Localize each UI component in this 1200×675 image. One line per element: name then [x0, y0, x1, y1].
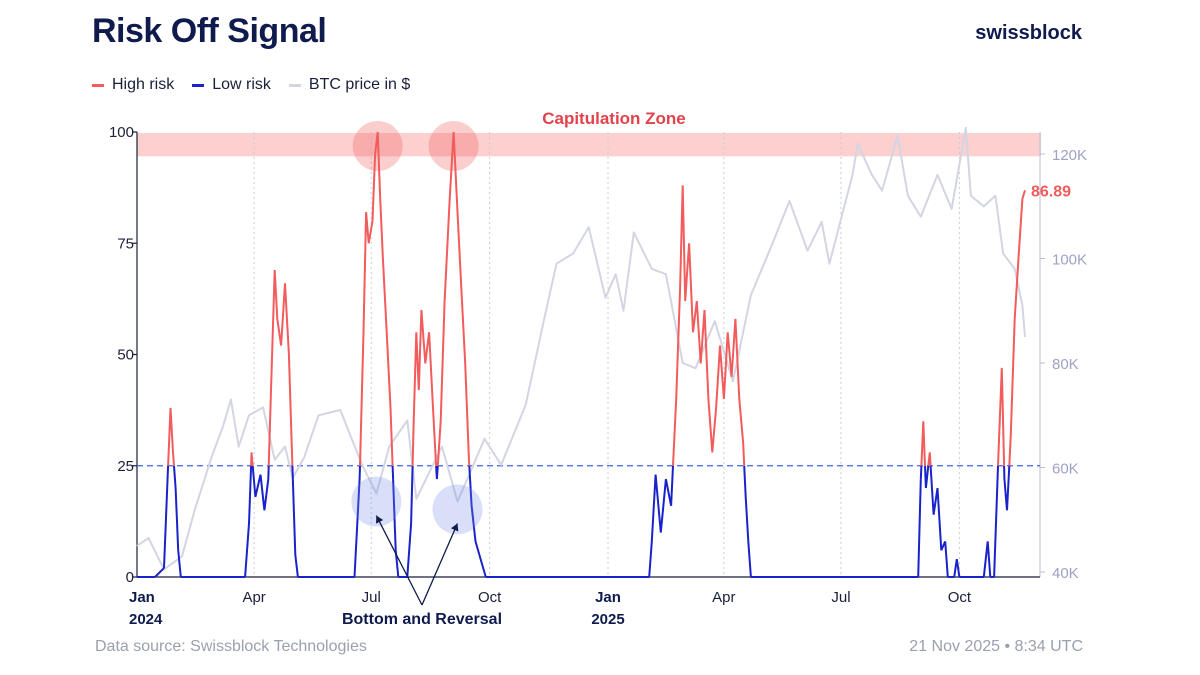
legend-swatch-high-risk [92, 83, 104, 87]
left-tick-label: 50 [117, 347, 134, 364]
x-tick-label: Jul [831, 589, 850, 606]
bottom-and-reversal-label: Bottom and Reversal [342, 611, 502, 628]
high-risk-line [167, 131, 1026, 466]
last-value-label: 86.89 [1031, 183, 1071, 200]
peak-highlight-circle [352, 121, 403, 171]
chart-title: Risk Off Signal [92, 12, 327, 50]
x-tick-label: Jan [129, 589, 155, 606]
right-tick-label: 100K [1052, 252, 1087, 269]
legend-item-low-risk: Low risk [192, 76, 271, 94]
x-year-label: 2025 [591, 611, 624, 628]
x-tick-label: Jul [362, 589, 381, 606]
left-tick-label: 100 [109, 124, 134, 141]
timestamp: 21 Nov 2025 • 8:34 UTC [909, 638, 1083, 655]
legend-swatch-low-risk [192, 83, 205, 87]
x-tick-label: Jan [595, 589, 621, 606]
right-tick-label: 60K [1052, 461, 1079, 478]
x-year-label: 2024 [129, 611, 163, 628]
brand-logo: swissblock [975, 22, 1082, 44]
left-tick-label: 0 [126, 569, 134, 586]
x-tick-label: Oct [478, 589, 502, 606]
legend-label-low-risk: Low risk [212, 76, 271, 93]
legend-label-btc-price: BTC price in $ [308, 76, 411, 93]
capitulation-zone-band [137, 133, 1041, 157]
right-tick-label: 80K [1052, 356, 1079, 373]
right-tick-label: 40K [1052, 565, 1079, 582]
x-tick-label: Oct [948, 589, 972, 606]
x-tick-label: Apr [242, 589, 265, 606]
bottom-arrow-head [375, 515, 384, 524]
left-tick-label: 75 [117, 235, 134, 252]
bottom-arrow-head [450, 523, 459, 532]
legend-item-high-risk: High risk [92, 76, 174, 94]
low-risk-line [137, 465, 1011, 578]
legend-label-high-risk: High risk [112, 76, 175, 93]
bottom-highlight-circle [432, 484, 483, 535]
bottom-arrow-line [421, 523, 459, 606]
bottom-highlight-circle [351, 476, 402, 527]
legend-swatch-btc-price [288, 83, 301, 87]
bottom-arrow-line [375, 515, 423, 606]
capitulation-zone-label: Capitulation Zone [542, 109, 686, 128]
legend-item-btc-price: BTC price in $ [288, 76, 411, 94]
btc-price-line [136, 126, 1026, 571]
x-tick-label: Apr [712, 589, 735, 606]
legend: High risk Low risk BTC price in $ [92, 76, 410, 94]
peak-highlight-circle [428, 121, 479, 171]
data-source: Data source: Swissblock Technologies [95, 638, 367, 655]
left-tick-label: 25 [117, 458, 134, 475]
right-tick-label: 120K [1052, 147, 1087, 164]
